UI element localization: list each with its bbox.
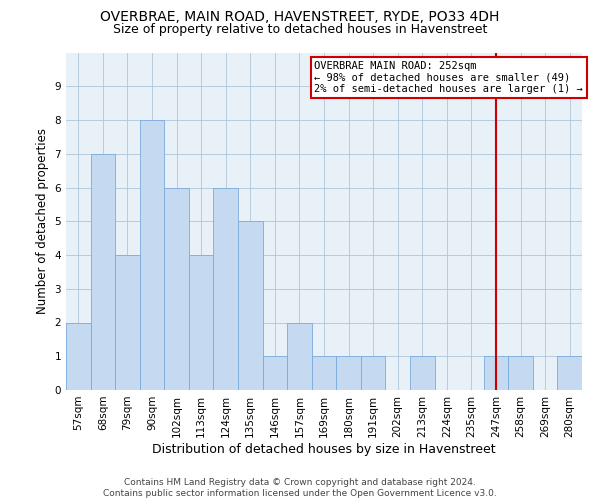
Text: OVERBRAE, MAIN ROAD, HAVENSTREET, RYDE, PO33 4DH: OVERBRAE, MAIN ROAD, HAVENSTREET, RYDE, …	[100, 10, 500, 24]
Bar	[66, 322, 91, 390]
Text: Size of property relative to detached houses in Havenstreet: Size of property relative to detached ho…	[113, 22, 487, 36]
Bar	[189, 255, 214, 390]
Bar	[91, 154, 115, 390]
Bar	[484, 356, 508, 390]
Y-axis label: Number of detached properties: Number of detached properties	[36, 128, 49, 314]
Bar	[312, 356, 336, 390]
Text: OVERBRAE MAIN ROAD: 252sqm
← 98% of detached houses are smaller (49)
2% of semi-: OVERBRAE MAIN ROAD: 252sqm ← 98% of deta…	[314, 61, 583, 94]
Bar	[508, 356, 533, 390]
Bar	[287, 322, 312, 390]
Bar	[115, 255, 140, 390]
Bar	[140, 120, 164, 390]
Bar	[361, 356, 385, 390]
Bar	[410, 356, 434, 390]
Bar	[263, 356, 287, 390]
Bar	[336, 356, 361, 390]
Bar	[214, 188, 238, 390]
Text: Contains HM Land Registry data © Crown copyright and database right 2024.
Contai: Contains HM Land Registry data © Crown c…	[103, 478, 497, 498]
Bar	[557, 356, 582, 390]
X-axis label: Distribution of detached houses by size in Havenstreet: Distribution of detached houses by size …	[152, 442, 496, 456]
Bar	[238, 221, 263, 390]
Bar	[164, 188, 189, 390]
